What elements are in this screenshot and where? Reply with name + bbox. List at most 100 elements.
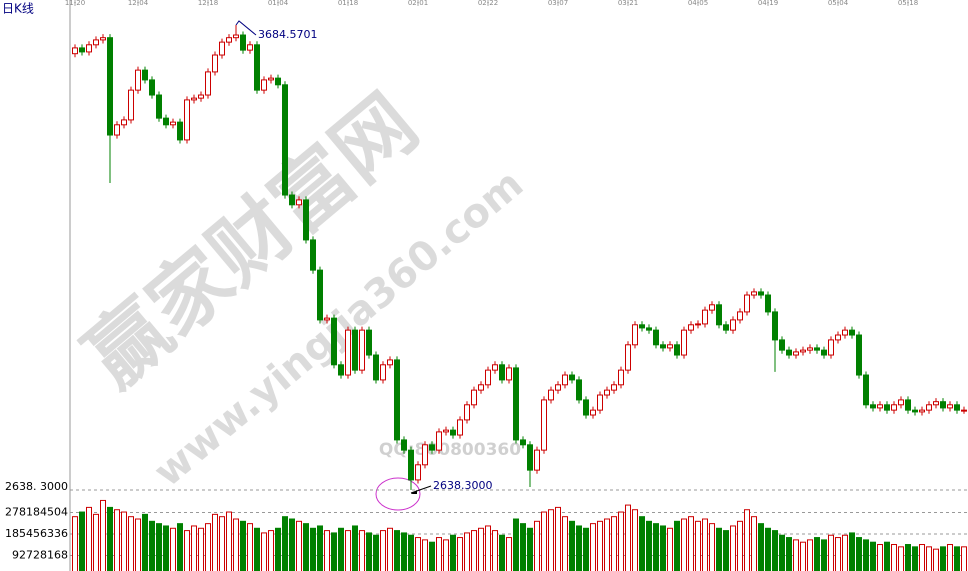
candle-body: [408, 449, 414, 481]
x-tick-label: 03-21: [618, 0, 638, 7]
candle-body: [709, 304, 715, 311]
candle-body: [849, 329, 855, 336]
candle-body: [646, 327, 652, 331]
volume-bar: [499, 534, 505, 571]
candle-body: [184, 99, 190, 141]
candle-body: [464, 404, 470, 421]
candle-body: [576, 379, 582, 401]
candle-body: [310, 239, 316, 271]
candle-body: [814, 347, 820, 351]
highlight-circle: [375, 477, 421, 511]
candle-body: [884, 404, 890, 411]
candle-body: [79, 47, 85, 53]
candle-body: [800, 349, 806, 353]
volume-bar: [667, 527, 673, 571]
volume-bar: [100, 499, 106, 571]
candle-body: [842, 329, 848, 336]
x-tick-label: 03-07: [548, 0, 568, 7]
volume-bar: [534, 520, 540, 571]
candle-body: [723, 324, 729, 331]
candle-body: [527, 444, 533, 471]
candle-body: [485, 369, 491, 386]
volume-bar: [303, 523, 309, 571]
candle-body: [443, 429, 449, 433]
candle-body: [730, 319, 736, 331]
volume-bar: [898, 546, 904, 571]
volume-bar: [121, 511, 127, 571]
candle-body: [590, 409, 596, 416]
candle-body: [660, 344, 666, 349]
volume-bar: [849, 532, 855, 571]
candle-body: [695, 323, 701, 326]
candle-body: [450, 429, 456, 436]
candle-body: [247, 44, 253, 51]
volume-bar: [345, 530, 351, 571]
candle-body: [940, 401, 946, 409]
candle-body: [541, 399, 547, 451]
x-tick-label: 02-22: [478, 0, 498, 7]
volume-bar: [261, 532, 267, 571]
x-tick-label: 12-04: [128, 0, 149, 7]
candle-body: [793, 351, 799, 356]
volume-bar: [422, 539, 428, 571]
candle-body: [905, 399, 911, 411]
candle-body: [471, 389, 477, 406]
candle-body: [674, 344, 680, 356]
x-tick-label: 02-01: [408, 0, 428, 7]
annotation-leader: [235, 20, 257, 36]
volume-bar: [72, 516, 78, 571]
volume-bar: [933, 548, 939, 571]
volume-bar: [226, 511, 232, 571]
volume-bar: [338, 527, 344, 571]
volume-bar: [639, 516, 645, 571]
candle-body: [765, 294, 771, 313]
volume-bar: [800, 541, 806, 571]
candle-body: [261, 79, 267, 91]
volume-bar: [219, 516, 225, 571]
candle-body: [429, 444, 435, 451]
candle-body: [352, 329, 358, 371]
candle-body: [100, 37, 106, 41]
volume-bar: [856, 537, 862, 571]
candle-body: [289, 194, 295, 206]
x-tick-label: 01-04: [268, 0, 289, 7]
volume-bar: [779, 534, 785, 571]
y2-tick-label: 92728168: [12, 548, 68, 561]
candle-body: [373, 354, 379, 381]
volume-bar: [149, 520, 155, 571]
volume-bar: [184, 530, 190, 571]
volume-bar: [597, 520, 603, 571]
volume-bar: [751, 516, 757, 571]
y2-tick-label: 278184504: [5, 505, 68, 518]
volume-bar: [128, 516, 134, 571]
volume-bar: [492, 530, 498, 571]
candle-body: [625, 344, 631, 371]
volume-bar: [681, 518, 687, 571]
volume-bar: [688, 516, 694, 571]
candle-body: [569, 374, 575, 381]
candle-body: [961, 409, 967, 412]
candle-body: [737, 311, 743, 321]
volume-bar: [352, 525, 358, 571]
candle-body: [555, 384, 561, 391]
volume-bar: [793, 539, 799, 571]
volume-bar: [478, 527, 484, 571]
volume-bar: [107, 506, 113, 571]
x-tick-label: 12-18: [198, 0, 218, 7]
volume-bar: [380, 530, 386, 571]
annotation-arrow: [411, 490, 417, 494]
volume-bar: [604, 518, 610, 571]
candle-body: [296, 199, 302, 206]
volume-bar: [163, 525, 169, 571]
volume-bar: [282, 516, 288, 571]
candle-body: [562, 374, 568, 386]
candle-body: [254, 44, 260, 91]
candle-body: [716, 304, 722, 326]
candle-body: [331, 317, 337, 366]
volume-bar: [394, 530, 400, 571]
volume-bar: [177, 523, 183, 571]
volume-bar: [863, 539, 869, 571]
volume-bar: [359, 530, 365, 571]
volume-bar: [527, 527, 533, 571]
volume-bar: [93, 513, 99, 571]
